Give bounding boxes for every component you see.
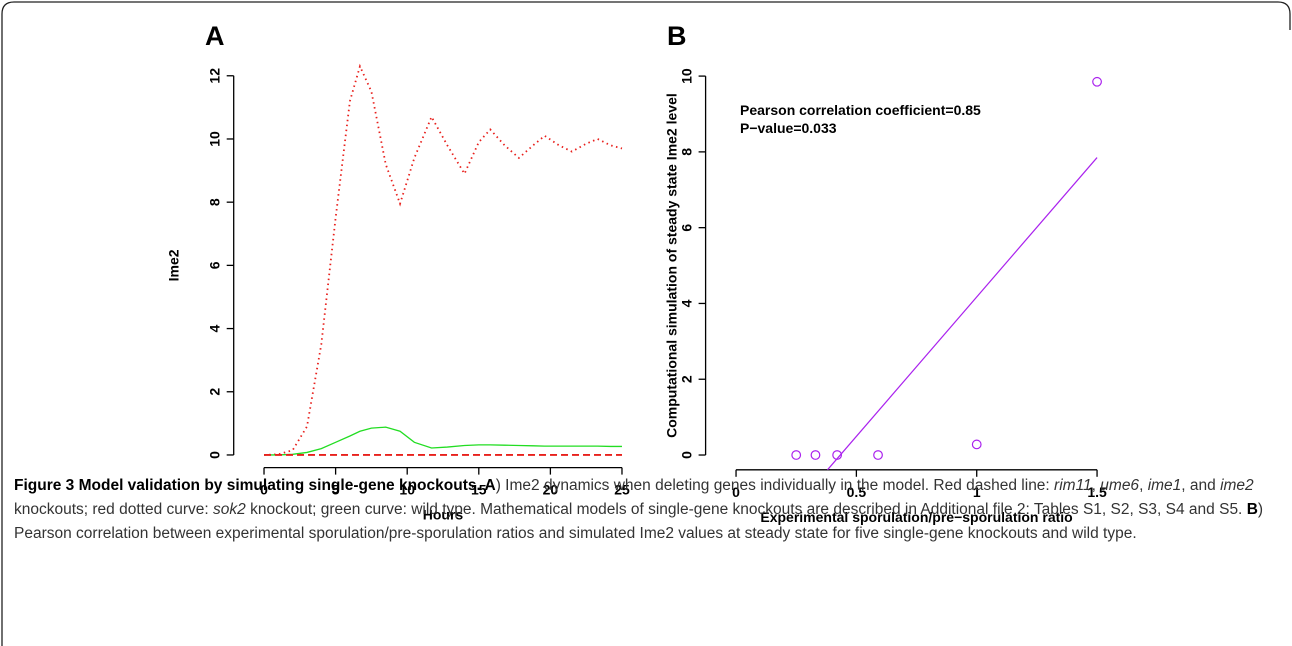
y-tick-label: 0 xyxy=(207,451,223,459)
caption-run: knockouts; red dotted curve: xyxy=(14,477,1258,518)
y-tick-label: 2 xyxy=(679,375,695,383)
caption-run: B xyxy=(1246,501,1258,518)
series-line xyxy=(264,426,622,456)
y-tick-label: 10 xyxy=(679,68,695,84)
caption-run: Figure 3 Model validation by simulating … xyxy=(14,477,496,494)
x-tick-label: 1 xyxy=(973,484,981,500)
x-tick-label: 5 xyxy=(332,482,340,498)
caption-run: , and xyxy=(1181,477,1221,494)
y-tick-label: 6 xyxy=(679,224,695,232)
x-tick-label: 25 xyxy=(614,482,630,498)
x-axis-title: Experimental sporulation/pre−sporulation… xyxy=(760,509,1072,525)
caption-run: ime1 xyxy=(1147,477,1182,494)
x-tick-label: 10 xyxy=(399,482,415,498)
y-tick-label: 8 xyxy=(679,148,695,156)
point xyxy=(832,450,843,460)
point xyxy=(810,450,821,460)
series-line xyxy=(263,63,623,456)
x-tick-label: 20 xyxy=(543,482,559,498)
annotation: Pearson correlation coefficient=0.85 xyxy=(740,102,981,118)
point xyxy=(791,450,802,460)
y-tick-label: 12 xyxy=(207,68,223,84)
y-tick-label: 10 xyxy=(207,131,223,147)
y-tick-label: 8 xyxy=(207,198,223,206)
annotation: P−value=0.033 xyxy=(740,120,837,136)
x-tick-label: 0 xyxy=(260,482,268,498)
y-axis-title: Computational simulation of steady state… xyxy=(664,93,680,438)
caption-run: ime2 xyxy=(1220,477,1254,494)
panel-label: B xyxy=(667,21,687,51)
point xyxy=(1092,76,1102,87)
panel-label: A xyxy=(205,21,225,51)
caption-run: knockout; green curve: wild type. Mathem… xyxy=(245,501,1247,518)
fit-line xyxy=(827,157,1098,471)
y-tick-label: 0 xyxy=(679,451,695,459)
x-tick-label: 1.5 xyxy=(1087,484,1107,500)
caption-run: sok2 xyxy=(213,501,246,518)
caption-run: , xyxy=(1139,477,1148,494)
caption-run: , xyxy=(1091,477,1101,494)
y-tick-label: 4 xyxy=(207,324,223,332)
caption-run: ) Pearson correlation between experiment… xyxy=(14,501,1268,542)
x-axis-title: Hours xyxy=(423,507,464,523)
x-tick-label: 0 xyxy=(732,484,740,500)
caption-run: rim11 xyxy=(1054,477,1092,494)
x-tick-label: 15 xyxy=(471,482,487,498)
y-tick-label: 2 xyxy=(207,388,223,396)
caption-run: ume6 xyxy=(1100,477,1140,494)
y-tick-label: 4 xyxy=(679,299,695,307)
caption: Figure 3 Model validation by simulating … xyxy=(14,474,1276,546)
x-tick-label: 0.5 xyxy=(847,484,867,500)
y-tick-label: 6 xyxy=(207,261,223,269)
point xyxy=(971,439,982,450)
caption-run: ) Ime2 dynamics when deleting genes indi… xyxy=(495,477,1055,494)
point xyxy=(873,450,883,460)
y-axis-title: Ime2 xyxy=(166,249,182,281)
